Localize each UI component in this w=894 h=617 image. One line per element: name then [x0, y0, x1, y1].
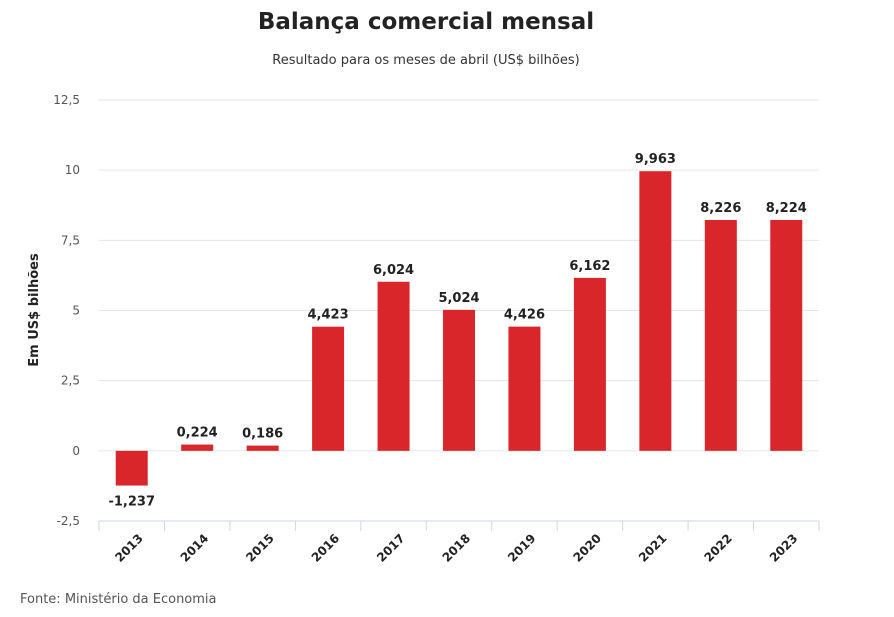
x-tick-label: 2015 [243, 531, 277, 565]
data-label: 0,224 [177, 426, 218, 441]
data-label: 8,226 [700, 201, 741, 216]
y-tick-label: 0 [72, 444, 80, 458]
source-note: Fonte: Ministério da Economia [20, 592, 217, 607]
data-label: 8,224 [766, 201, 807, 216]
data-label: 5,024 [438, 291, 479, 306]
x-tick-label: 2018 [440, 531, 474, 565]
data-label: 4,426 [504, 308, 545, 323]
x-tick-label: 2021 [636, 531, 670, 565]
x-tick-label: 2020 [571, 531, 605, 565]
bar-2019 [508, 326, 541, 451]
bar-2013 [115, 450, 148, 486]
bar-2020 [573, 277, 606, 451]
x-tick-label: 2013 [112, 531, 146, 565]
x-tick-label: 2017 [374, 531, 408, 565]
bar-2023 [770, 220, 803, 451]
bar-2016 [312, 326, 345, 451]
y-tick-label: 12,5 [53, 93, 80, 107]
data-label: -1,237 [108, 495, 155, 510]
y-tick-label: 7,5 [61, 233, 80, 247]
bar-2022 [704, 219, 737, 451]
data-label: 6,024 [373, 263, 414, 278]
y-tick-label: -2,5 [57, 514, 80, 528]
data-label: 4,423 [308, 308, 349, 323]
y-tick-label: 5 [72, 304, 80, 318]
x-tick-label: 2023 [767, 531, 801, 565]
bar-2017 [377, 281, 410, 451]
x-tick-label: 2014 [178, 531, 212, 565]
chart-subtitle: Resultado para os meses de abril (US$ bi… [272, 53, 579, 68]
chart-title: Balança comercial mensal [258, 9, 594, 35]
bar-2014 [181, 444, 214, 451]
y-tick-label: 2,5 [61, 374, 80, 388]
bar-2015 [246, 445, 279, 451]
x-tick-label: 2022 [701, 531, 735, 565]
bar-2018 [443, 309, 475, 451]
data-label: 0,186 [242, 427, 283, 442]
y-tick-label: 10 [65, 163, 80, 177]
y-axis-title: Em US$ bilhões [27, 253, 42, 367]
x-tick-label: 2019 [505, 531, 539, 565]
bar-2021 [639, 171, 672, 451]
x-tick-label: 2016 [309, 531, 343, 565]
data-label: 6,162 [569, 259, 610, 274]
data-label: 9,963 [635, 152, 676, 167]
